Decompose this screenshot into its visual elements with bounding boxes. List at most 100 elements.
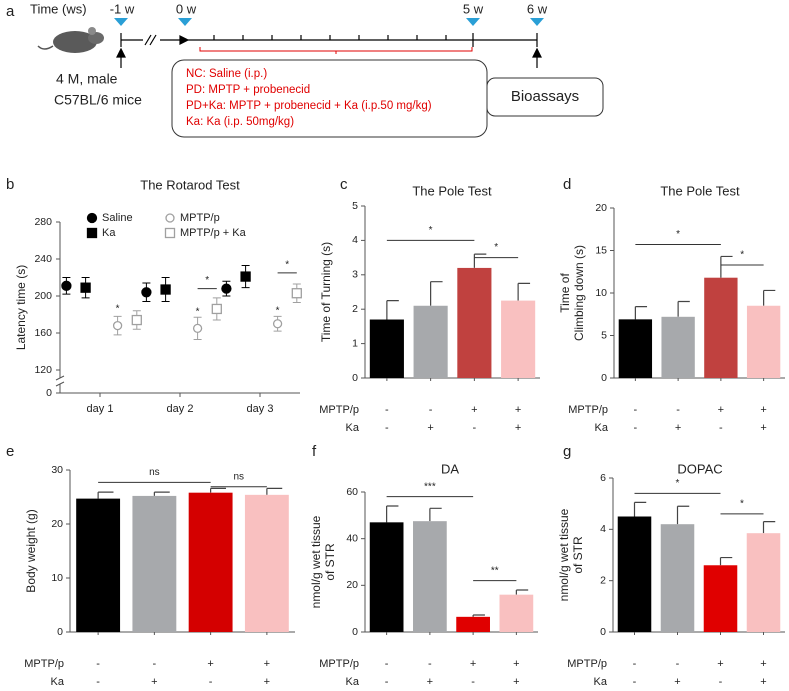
legend-label: Saline: [102, 212, 133, 224]
y-axis: [59, 222, 300, 394]
y-tick-label: 30: [51, 464, 63, 476]
bar: [132, 495, 177, 632]
bar: [413, 521, 447, 632]
bar: [413, 305, 448, 378]
y-tick-label: 120: [34, 364, 52, 376]
y-axis-label: Time of: [558, 273, 572, 313]
subject-line: 4 M, male: [56, 71, 118, 87]
error-bar: [472, 614, 485, 617]
error-bar: [634, 306, 648, 320]
timepoint: 0 w: [176, 1, 197, 16]
condition-sign: +: [264, 658, 270, 670]
condition-label: Ka: [594, 676, 608, 688]
significance-label: ns: [233, 471, 244, 482]
treatment-bracket: [199, 47, 473, 54]
significance-label: ***: [424, 481, 436, 492]
y-tick-label: 60: [346, 486, 358, 498]
significance-label: *: [205, 275, 209, 286]
time-label: Time (ws): [30, 1, 87, 16]
bar: [618, 319, 653, 378]
marker: [131, 314, 142, 326]
bar: [456, 616, 490, 632]
condition-sign: -: [428, 658, 432, 670]
error-bar: [719, 556, 733, 566]
x-tick-label: day 3: [247, 403, 274, 415]
error-bar: [153, 491, 170, 496]
y-tick-label: 10: [595, 287, 607, 299]
bioassays: Bioassays: [511, 88, 579, 105]
timepoint: -1 w: [110, 1, 135, 16]
legend-marker: [164, 227, 176, 239]
condition-sign: +: [264, 676, 270, 688]
bar: [746, 305, 781, 378]
condition-sign: +: [151, 676, 157, 688]
timepoint: 6 w: [527, 1, 548, 16]
condition-label: MPTP/p: [568, 404, 608, 416]
error-bar: [763, 289, 776, 306]
condition-sign: +: [513, 658, 519, 670]
y-tick-label: 5: [352, 200, 358, 212]
condition-sign: -: [676, 658, 680, 670]
marker: [141, 287, 152, 298]
condition-sign: +: [427, 422, 433, 434]
group-line: NC: Saline (i.p.): [186, 68, 267, 80]
error-bar: [515, 589, 529, 595]
bar: [369, 319, 404, 378]
condition-sign: -: [719, 422, 723, 434]
y-tick-label: 160: [34, 327, 52, 339]
y-tick-label: 2: [352, 303, 358, 315]
bar: [660, 524, 695, 632]
bar: [746, 533, 781, 632]
panel-letter: f: [312, 443, 317, 460]
group-line: Ka: Ka (i.p. 50mg/kg): [186, 116, 294, 128]
bar: [244, 494, 289, 632]
error-bar: [633, 501, 647, 517]
condition-sign: -: [385, 422, 389, 434]
y-tick-label: 0: [601, 372, 607, 384]
marker: [160, 284, 171, 295]
significance-label: *: [740, 499, 744, 510]
marker: [80, 282, 91, 293]
significance-label: *: [285, 260, 289, 271]
condition-sign: -: [633, 676, 637, 688]
y-tick-label: 200: [34, 290, 52, 302]
y-tick-label: 5: [601, 329, 607, 341]
condition-sign: +: [760, 404, 766, 416]
condition-sign: +: [760, 422, 766, 434]
y-axis-label: Body weight (g): [24, 509, 38, 592]
error-bar: [386, 505, 399, 523]
y-axis-label: Time of Turning (s): [319, 242, 333, 342]
error-bar: [517, 282, 531, 301]
legend-marker: [86, 227, 98, 239]
condition-sign: +: [471, 404, 477, 416]
marker: [211, 303, 222, 315]
condition-sign: -: [473, 422, 477, 434]
condition-sign: +: [515, 404, 521, 416]
condition-sign: -: [96, 658, 100, 670]
y-tick-label: 2: [600, 574, 606, 586]
condition-sign: -: [634, 404, 638, 416]
condition-sign: -: [96, 676, 100, 688]
legend-label: MPTP/p + Ka: [180, 227, 247, 239]
condition-sign: -: [719, 676, 723, 688]
y-axis-label: Latency time (s): [14, 265, 28, 350]
error-bar: [97, 491, 114, 499]
condition-label: Ka: [346, 422, 360, 434]
error-bar: [386, 300, 399, 320]
marker: [192, 323, 203, 334]
significance-label: *: [276, 305, 280, 316]
condition-sign: -: [634, 422, 638, 434]
condition-sign: -: [385, 658, 389, 670]
condition-sign: +: [207, 658, 213, 670]
significance-label: *: [196, 306, 200, 317]
y-tick-label: 0: [600, 626, 606, 638]
y-tick-label: 0: [352, 372, 358, 384]
chart-title: The Pole Test: [412, 183, 492, 198]
group-line: PD+Ka: MPTP + probenecid + Ka (i.p.50 mg…: [186, 100, 432, 112]
condition-sign: -: [385, 404, 389, 416]
x-tick-label: day 2: [167, 403, 194, 415]
y-tick-label: 20: [346, 579, 358, 591]
panel-letter: d: [563, 176, 571, 193]
y-tick-label: 40: [346, 532, 358, 544]
panel-letter: g: [563, 443, 571, 460]
